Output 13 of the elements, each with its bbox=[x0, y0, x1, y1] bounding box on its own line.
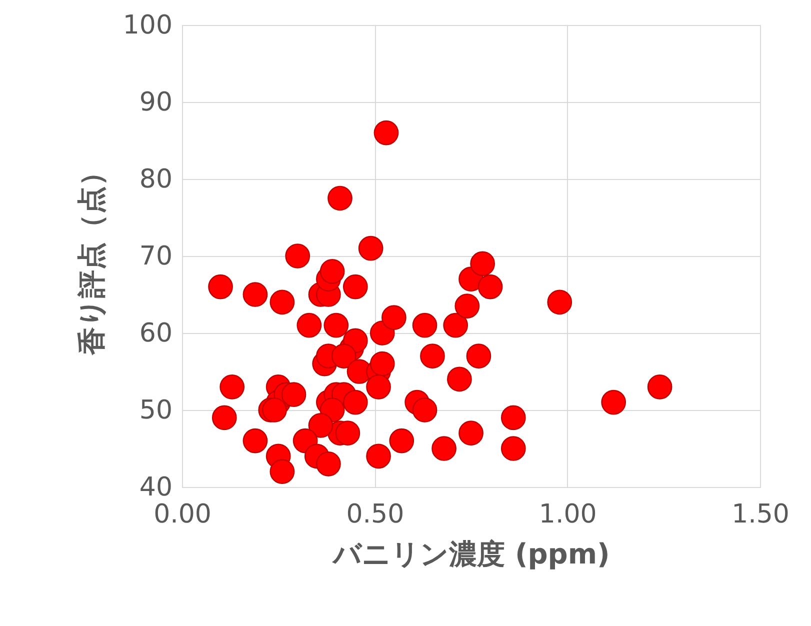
y-tick-label: 90 bbox=[139, 88, 172, 118]
y-tick-label: 70 bbox=[139, 242, 172, 272]
y-tick-label: 80 bbox=[139, 164, 172, 194]
y-tick-label: 50 bbox=[139, 396, 172, 426]
y-tick-label: 100 bbox=[122, 10, 172, 40]
x-axis-title: バニリン濃度 (ppm) bbox=[331, 538, 610, 570]
y-tick-label: 40 bbox=[139, 472, 172, 502]
x-tick-label: 0.00 bbox=[154, 500, 212, 530]
y-tick-label: 60 bbox=[139, 318, 172, 348]
x-tick-label: 0.50 bbox=[346, 500, 404, 530]
x-tick-label: 1.00 bbox=[538, 500, 597, 530]
x-tick-label: 1.50 bbox=[732, 500, 790, 530]
y-axis-title: 香り評点（点） bbox=[74, 158, 108, 356]
